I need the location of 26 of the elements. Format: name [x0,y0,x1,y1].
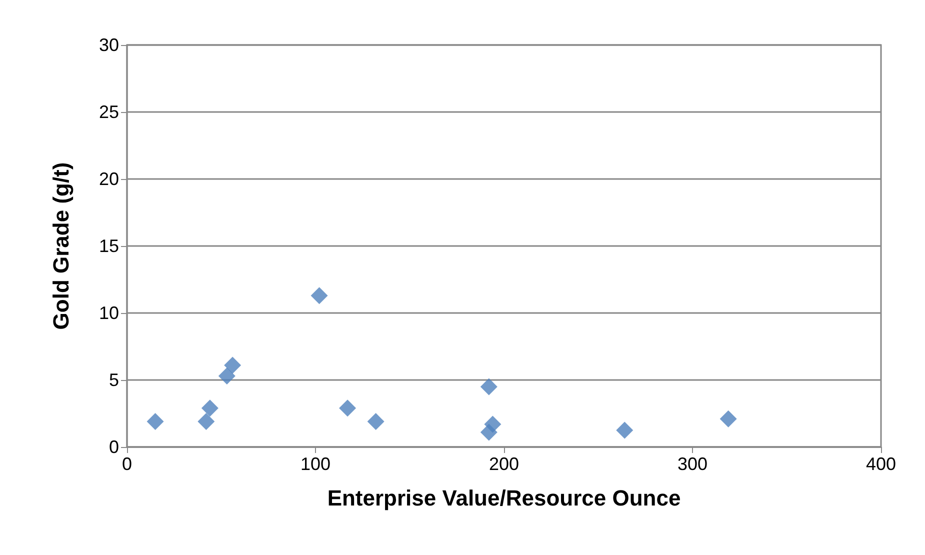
y-tick-label: 30 [98,35,119,55]
point [720,410,737,428]
y-tick-label: 10 [98,303,119,323]
point [616,422,634,439]
y-tick-label: 5 [108,370,119,390]
point [218,367,236,384]
x-tick-label: 100 [300,454,331,474]
point [339,400,356,417]
y-tick-label: 0 [108,437,119,457]
y-tick-label: 20 [98,169,119,189]
y-tick-label: 15 [98,236,119,256]
point [367,413,384,430]
point [484,416,502,433]
x-tick-label: 400 [866,454,896,474]
x-tick-label: 0 [122,454,132,474]
point [198,413,215,430]
point [146,413,164,430]
y-tick-label: 25 [98,102,119,122]
y-axis-title: Gold Grade (g/t) [48,162,74,330]
point [310,287,328,304]
point [480,378,498,396]
x-tick-label: 200 [488,454,520,474]
x-tick-label: 300 [677,454,708,474]
point [201,400,218,417]
point [224,356,242,374]
x-axis-title: Enterprise Value/Resource Ounce [327,486,681,510]
